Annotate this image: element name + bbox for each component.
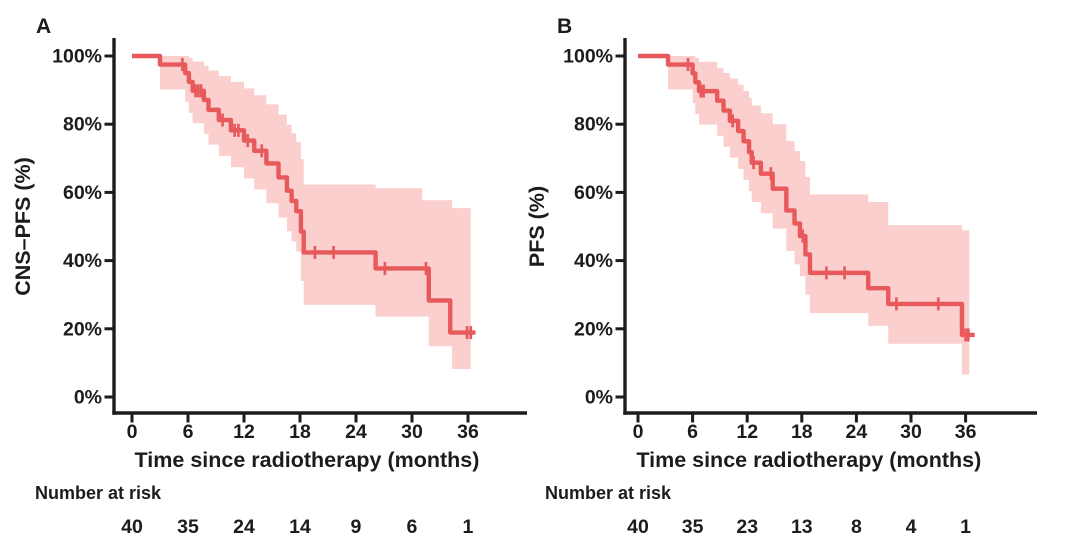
y-tick-label: 80%: [574, 114, 613, 136]
number-at-risk-value: 40: [121, 516, 143, 538]
number-at-risk-value: 35: [682, 516, 704, 538]
panel-label-a: A: [36, 15, 51, 38]
x-tick-label: 6: [183, 421, 194, 443]
panel-a: 100% 80% 60% 40% 20% 0% 0 6 12 18 24 30 36 Time since…: [11, 15, 527, 538]
x-tick-label: 36: [955, 421, 977, 443]
y-tick-label: 40%: [63, 250, 102, 272]
x-tick-label: 30: [900, 421, 922, 443]
x-tick-label: 0: [633, 421, 644, 443]
number-at-risk-value: 4: [906, 516, 917, 538]
x-tick-label: 24: [345, 421, 367, 443]
y-axis-title: CNS–PFS (%): [11, 157, 35, 296]
number-at-risk-value: 40: [627, 516, 649, 538]
number-at-risk-value: 8: [851, 516, 862, 538]
x-tick-label: 0: [127, 421, 138, 443]
x-tick-label: 18: [289, 421, 311, 443]
number-at-risk-value: 13: [791, 516, 813, 538]
x-tick-label: 6: [687, 421, 698, 443]
number-at-risk-value: 1: [463, 516, 474, 538]
number-at-risk-value: 1: [960, 516, 971, 538]
panel-label-b: B: [557, 15, 572, 38]
confidence-band: [668, 56, 970, 375]
y-tick-label: 20%: [63, 318, 102, 340]
number-at-risk-value: 24: [233, 516, 255, 538]
x-tick-label: 30: [401, 421, 423, 443]
y-tick-label: 100%: [52, 46, 102, 68]
y-tick-label: 60%: [574, 182, 613, 204]
number-at-risk-value: 6: [407, 516, 418, 538]
y-axis-title: PFS (%): [525, 186, 549, 267]
number-at-risk-value: 14: [289, 516, 311, 538]
number-at-risk-label: Number at risk: [35, 483, 162, 503]
x-tick-label: 12: [233, 421, 255, 443]
number-at-risk-value: 23: [736, 516, 758, 538]
y-tick-label: 100%: [563, 46, 613, 68]
y-tick-label: 0%: [585, 387, 613, 409]
x-axis-title: Time since radiotherapy (months): [636, 448, 981, 472]
y-tick-label: 80%: [63, 114, 102, 136]
y-tick-label: 60%: [63, 182, 102, 204]
number-at-risk-label: Number at risk: [545, 483, 672, 503]
x-tick-label: 36: [457, 421, 479, 443]
x-tick-label: 24: [846, 421, 868, 443]
x-tick-label: 18: [791, 421, 813, 443]
y-tick-label: 20%: [574, 318, 613, 340]
y-tick-label: 40%: [574, 250, 613, 272]
x-axis-title: Time since radiotherapy (months): [135, 448, 480, 472]
number-at-risk-value: 35: [177, 516, 199, 538]
y-tick-label: 0%: [74, 387, 102, 409]
km-curve: [638, 53, 975, 338]
number-at-risk-value: 9: [351, 516, 362, 538]
x-tick-label: 12: [736, 421, 758, 443]
